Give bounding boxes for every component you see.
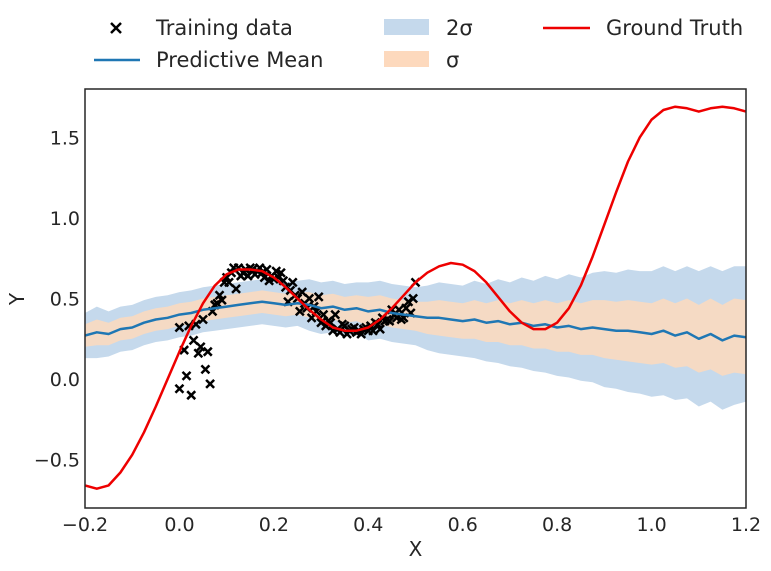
training-point <box>375 324 385 335</box>
axes-frame <box>84 88 747 509</box>
training-point <box>200 364 211 375</box>
training-point <box>224 277 234 288</box>
y-tick-label: 1.0 <box>50 208 80 230</box>
training-point <box>287 277 298 288</box>
training-point <box>186 390 197 401</box>
x-tick-label: 0.8 <box>542 514 572 536</box>
training-point <box>408 293 419 304</box>
ground-truth-line <box>85 105 746 490</box>
training-point <box>217 295 227 305</box>
training-point <box>193 348 204 359</box>
training-point <box>313 292 324 302</box>
plot-area <box>85 105 746 490</box>
legend-label-two-sigma: 2σ <box>446 16 473 40</box>
tick-labels: −0.2 0.0 0.2 0.4 0.6 0.8 1.0 1.2 −0.5 0.0 0.5 1.0 1.… <box>34 127 761 536</box>
legend-label-training: Training data <box>155 16 293 40</box>
y-tick-label: 0.0 <box>50 369 80 391</box>
training-point <box>174 383 185 394</box>
training-point <box>202 346 213 357</box>
training-point <box>330 309 341 320</box>
legend: Training data Predictive Mean 2σ σ Groun… <box>94 16 743 72</box>
x-axis-label: X <box>409 537 423 561</box>
x-tick-label: 1.2 <box>731 514 761 536</box>
training-point <box>304 293 315 304</box>
legend-marker-training <box>110 22 122 34</box>
training-point <box>198 314 208 325</box>
legend-swatch-sigma <box>384 51 429 67</box>
y-tick-label: 0.5 <box>50 289 80 311</box>
legend-label-ground-truth: Ground Truth <box>606 16 743 40</box>
legend-swatch-two-sigma <box>384 19 429 35</box>
training-point <box>231 283 241 294</box>
training-point <box>181 370 192 381</box>
y-axis-label: Y <box>5 292 29 306</box>
y-tick-label: −0.5 <box>34 450 80 472</box>
x-tick-label: 0.0 <box>164 514 194 536</box>
x-tick-label: 0.4 <box>353 514 383 536</box>
training-point <box>294 306 305 317</box>
plot-clip-group <box>85 105 746 490</box>
y-tick-label: 1.5 <box>50 127 80 149</box>
x-tick-label: −0.2 <box>62 514 108 536</box>
training-point <box>297 287 308 297</box>
x-tick-label: 0.6 <box>448 514 478 536</box>
predictive-mean-line <box>85 300 746 342</box>
training-point <box>188 335 199 346</box>
x-tick-label: 1.0 <box>636 514 666 536</box>
training-point <box>214 290 225 301</box>
training-point <box>205 379 216 389</box>
legend-label-sigma: σ <box>446 48 459 72</box>
training-point <box>195 341 206 352</box>
training-point <box>276 267 286 278</box>
x-tick-label: 0.2 <box>259 514 289 536</box>
training-point <box>174 322 185 333</box>
sigma-band <box>85 290 746 376</box>
legend-label-mean: Predictive Mean <box>156 48 323 72</box>
